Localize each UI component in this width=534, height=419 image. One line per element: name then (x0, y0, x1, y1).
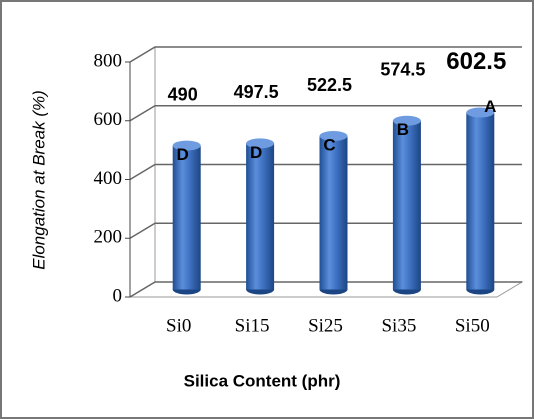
grid-line (129, 105, 522, 122)
data-label: 490 (168, 84, 198, 104)
annotation: D (177, 145, 189, 164)
data-label: 522.5 (307, 75, 352, 95)
bar-top (172, 140, 201, 151)
x-tick-label: Si0 (166, 315, 191, 336)
x-tick-label: Si25 (308, 315, 343, 336)
bar-top (466, 107, 495, 118)
annotation: D (250, 143, 262, 162)
y-tick-label: 600 (94, 109, 123, 130)
y-tick-label: 400 (94, 168, 123, 189)
x-tick-label: Si15 (235, 315, 270, 336)
x-axis-label: Silica Content (phr) (184, 371, 341, 390)
bar-top (319, 131, 348, 142)
data-label: 602.5 (446, 48, 506, 75)
annotation: C (323, 136, 335, 155)
bar (246, 143, 275, 290)
bar (172, 145, 201, 290)
bar (392, 120, 421, 290)
bar (466, 112, 495, 290)
bar-top (392, 115, 421, 126)
bar-top (246, 138, 275, 149)
y-axis-label: Elongation at Break (%) (29, 90, 48, 270)
bar (319, 136, 348, 290)
grid-line (129, 46, 522, 63)
y-tick-label: 800 (94, 50, 123, 71)
y-tick-label: 0 (113, 285, 123, 306)
annotation: A (484, 97, 496, 116)
annotation: B (397, 120, 409, 139)
data-label: 574.5 (380, 59, 425, 79)
data-label: 497.5 (234, 82, 279, 102)
y-tick-label: 200 (94, 227, 123, 248)
x-tick-label: Si35 (381, 315, 416, 336)
x-tick-label: Si50 (455, 315, 490, 336)
